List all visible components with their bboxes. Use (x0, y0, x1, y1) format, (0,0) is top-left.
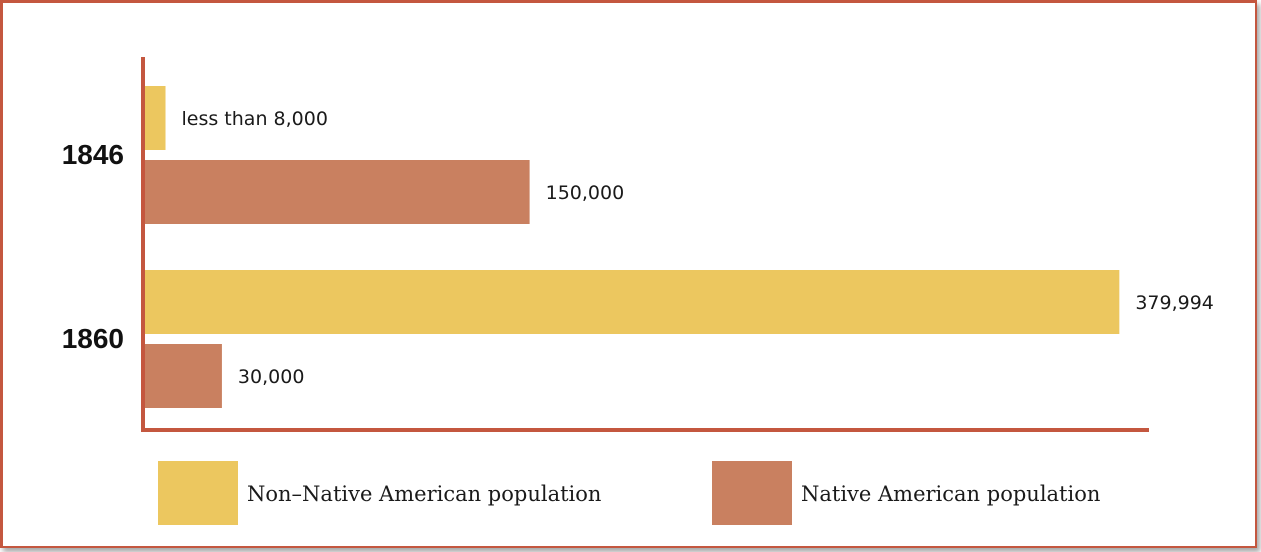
data-label-1860-series-0: 379,994 (1135, 292, 1214, 314)
data-label-1860-series-1: 30,000 (238, 366, 304, 388)
bars-group (145, 86, 1120, 408)
legend-label-1: Native American population (801, 482, 1100, 506)
bar-1860-series-0 (145, 270, 1120, 334)
data-label-1846-series-0: less than 8,000 (182, 108, 328, 130)
bar-1860-series-1 (145, 344, 222, 408)
legend-swatch-0 (158, 461, 238, 525)
bar-1846-series-1 (145, 160, 530, 224)
legend-swatch-1 (712, 461, 792, 525)
category-label-1860: 1860 (62, 323, 124, 354)
data-label-1846-series-1: 150,000 (546, 182, 625, 204)
labels-group: less than 8,000 150,000 1846 379,994 30,000 1… (62, 108, 1214, 388)
legend-label-0: Non–Native American population (247, 482, 601, 506)
legend: Non–Native American population Native Ame… (158, 461, 1100, 525)
category-label-1846: 1846 (62, 139, 124, 170)
bar-1846-series-0 (145, 86, 166, 150)
